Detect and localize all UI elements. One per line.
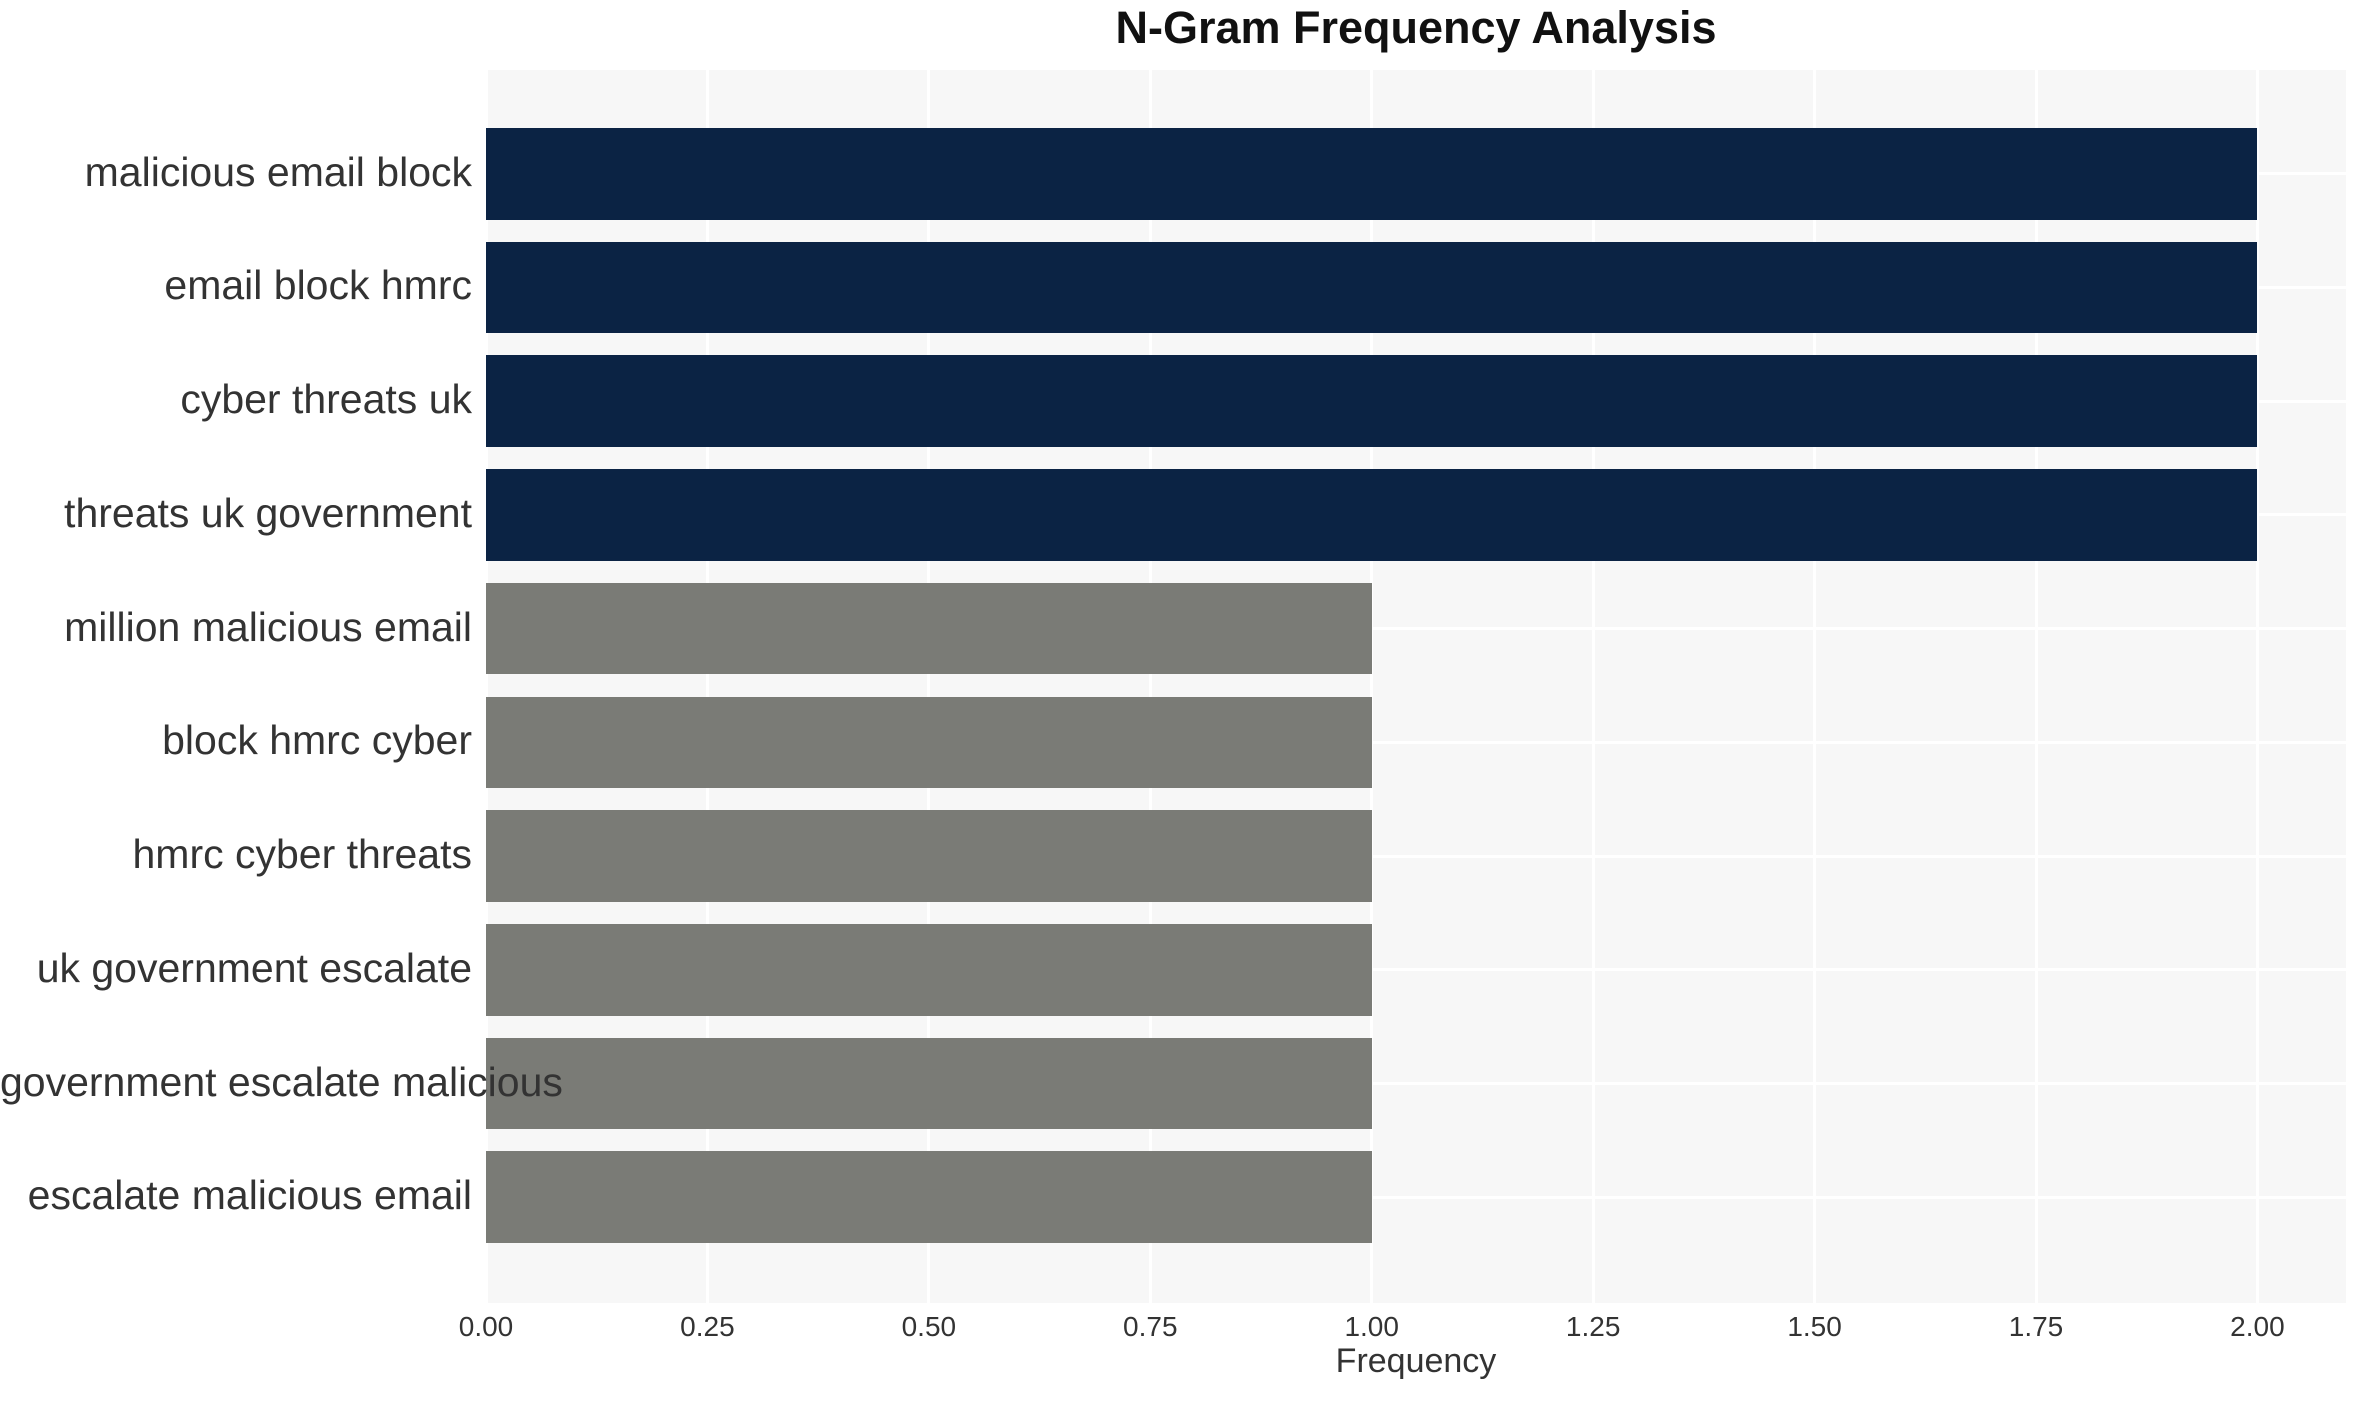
horizontal-gridline [486,854,2346,858]
vertical-gridline [484,70,488,1303]
bar [486,1037,1372,1130]
horizontal-gridline [486,1195,2346,1199]
x-tick-label: 1.00 [1344,1311,1399,1342]
x-tick-label: 0.25 [680,1311,735,1342]
category-label: hmrc cyber threats [132,831,473,878]
bar [486,1151,1372,1243]
bar [486,696,1372,789]
bar [486,810,1372,902]
bar [486,241,2258,334]
vertical-gridline [705,70,709,1303]
vertical-gridline [1591,70,1595,1303]
x-tick-label: 1.50 [1787,1311,1842,1342]
horizontal-gridline [486,627,2346,631]
x-tick-label: 0.00 [458,1311,514,1342]
vertical-gridline [1813,70,1817,1303]
x-tick-label: 0.75 [1123,1311,1178,1342]
x-axis-label: Frequency [1335,1342,1497,1380]
chart-title: N-Gram Frequency Analysis [1115,2,1717,53]
category-label: cyber threats uk [180,376,472,423]
horizontal-gridline [486,1082,2346,1086]
x-tick-label: 1.75 [2008,1311,2064,1342]
vertical-gridline [2034,70,2038,1303]
vertical-gridline [1370,70,1374,1303]
category-label: government escalate malicious [0,1058,563,1105]
x-tick-label: 1.25 [1565,1311,1621,1342]
horizontal-gridline [486,968,2346,972]
bar [486,355,2258,447]
bar [486,582,1372,675]
category-label: threats uk government [64,489,472,536]
category-label: million malicious email [64,603,472,650]
category-label: malicious email block [84,148,472,195]
plot-area [484,70,2346,1303]
bar [486,924,1372,1016]
bar [486,469,2258,561]
x-tick-label: 0.50 [901,1311,957,1342]
x-tick-label: 2.00 [2230,1311,2285,1342]
vertical-gridline [1148,70,1152,1303]
bar [486,128,2258,220]
category-label: uk government escalate [36,944,472,991]
category-label: escalate malicious email [27,1172,472,1219]
category-label: block hmrc cyber [162,717,472,764]
category-label: email block hmrc [164,262,472,309]
vertical-gridline [2255,70,2259,1303]
vertical-gridline [927,70,931,1303]
horizontal-gridline [486,740,2346,744]
